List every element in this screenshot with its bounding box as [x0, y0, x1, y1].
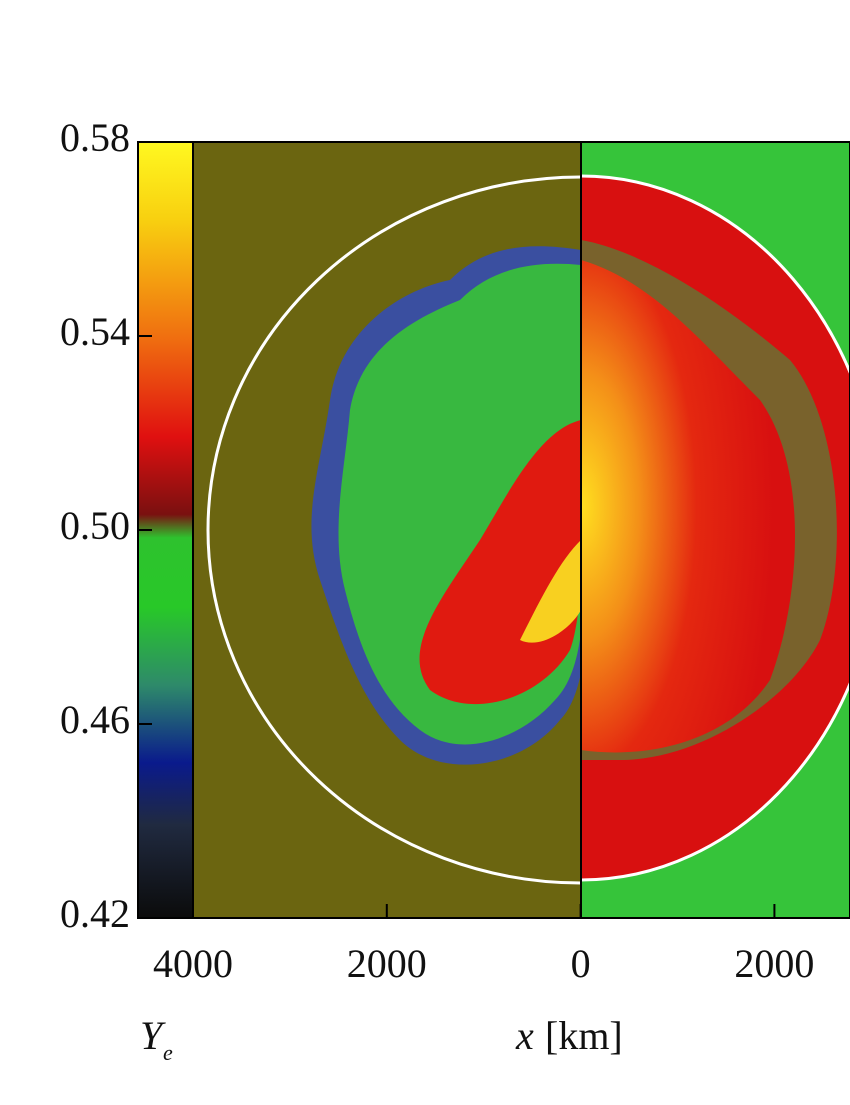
colorbar-tick-label: 0.46	[60, 697, 130, 742]
colorbar-tick-label: 0.58	[60, 115, 130, 160]
colorbar-tick-label: 0.50	[60, 503, 130, 548]
colorbar-tick-label: 0.54	[60, 309, 130, 354]
x-tick-label: 2000	[347, 941, 427, 986]
x-tick-label: 2000	[734, 941, 814, 986]
x-label: x	[515, 1013, 534, 1058]
colorbar-label: Y	[140, 1013, 166, 1058]
x-label-unit: [km]	[545, 1013, 623, 1058]
colorbar-tick-label: 0.42	[60, 891, 130, 936]
left-panel	[193, 142, 581, 918]
colorbar-label-subscript: e	[163, 1040, 173, 1065]
x-tick-label: 4000	[153, 941, 233, 986]
x-tick-label: 0	[571, 941, 591, 986]
right-panel	[581, 142, 850, 918]
